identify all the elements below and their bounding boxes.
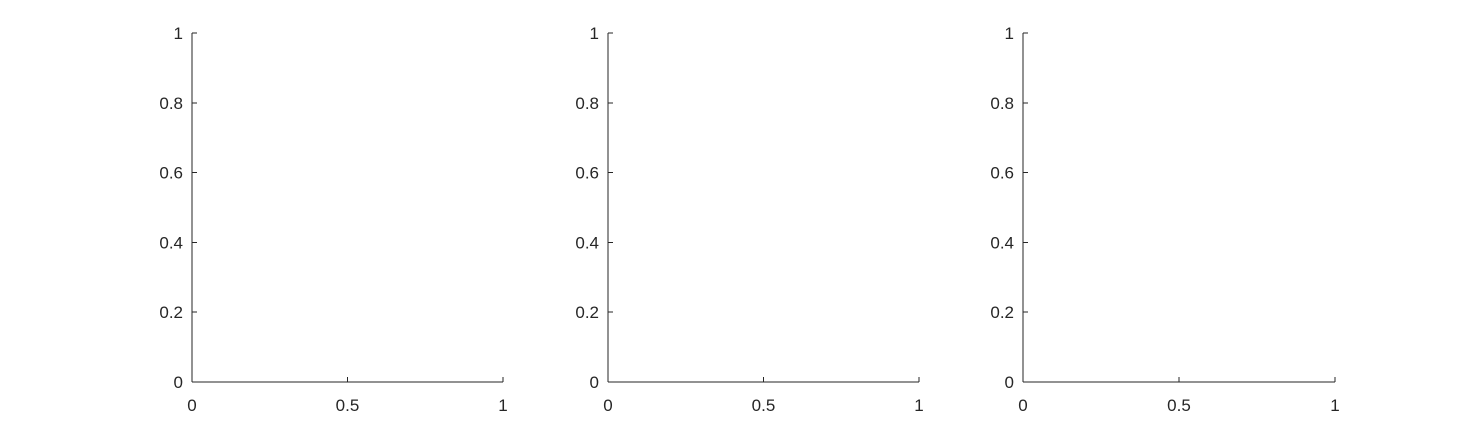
y-tick-label: 0.6 xyxy=(990,164,1014,183)
x-tick-label: 0.5 xyxy=(1167,396,1191,415)
x-tick-label: 1 xyxy=(914,396,923,415)
y-tick-label: 0.4 xyxy=(990,233,1014,252)
y-tick-label: 0.8 xyxy=(990,94,1014,113)
y-tick-label: 0.2 xyxy=(990,303,1014,322)
x-tick-label: 1 xyxy=(498,396,507,415)
x-tick-label: 0 xyxy=(603,396,612,415)
y-tick-label: 0.4 xyxy=(575,233,599,252)
y-tick-label: 0.2 xyxy=(575,303,599,322)
y-tick-label: 0.6 xyxy=(159,164,183,183)
axes-1: 0 0.5 1 0 0.2 0.4 0.6 0.8 1 xyxy=(159,24,507,415)
y-tick-label: 0 xyxy=(174,373,183,392)
y-tick-label: 1 xyxy=(174,24,183,43)
y-tick-label: 0.2 xyxy=(159,303,183,322)
x-tick-label: 0.5 xyxy=(752,396,776,415)
y-tick-label: 0.8 xyxy=(159,94,183,113)
y-tick-label: 0.8 xyxy=(575,94,599,113)
y-tick-label: 1 xyxy=(590,24,599,43)
y-tick-label: 1 xyxy=(1005,24,1014,43)
y-tick-label: 0 xyxy=(1005,373,1014,392)
x-tick-label: 0 xyxy=(1018,396,1027,415)
y-tick-label: 0.6 xyxy=(575,164,599,183)
x-tick-label: 1 xyxy=(1330,396,1339,415)
axes-2: 0 0.5 1 0 0.2 0.4 0.6 0.8 1 xyxy=(575,24,923,415)
y-tick-label: 0.4 xyxy=(159,233,183,252)
x-tick-label: 0 xyxy=(187,396,196,415)
y-tick-label: 0 xyxy=(590,373,599,392)
axes-3: 0 0.5 1 0 0.2 0.4 0.6 0.8 1 xyxy=(990,24,1339,415)
x-tick-label: 0.5 xyxy=(336,396,360,415)
